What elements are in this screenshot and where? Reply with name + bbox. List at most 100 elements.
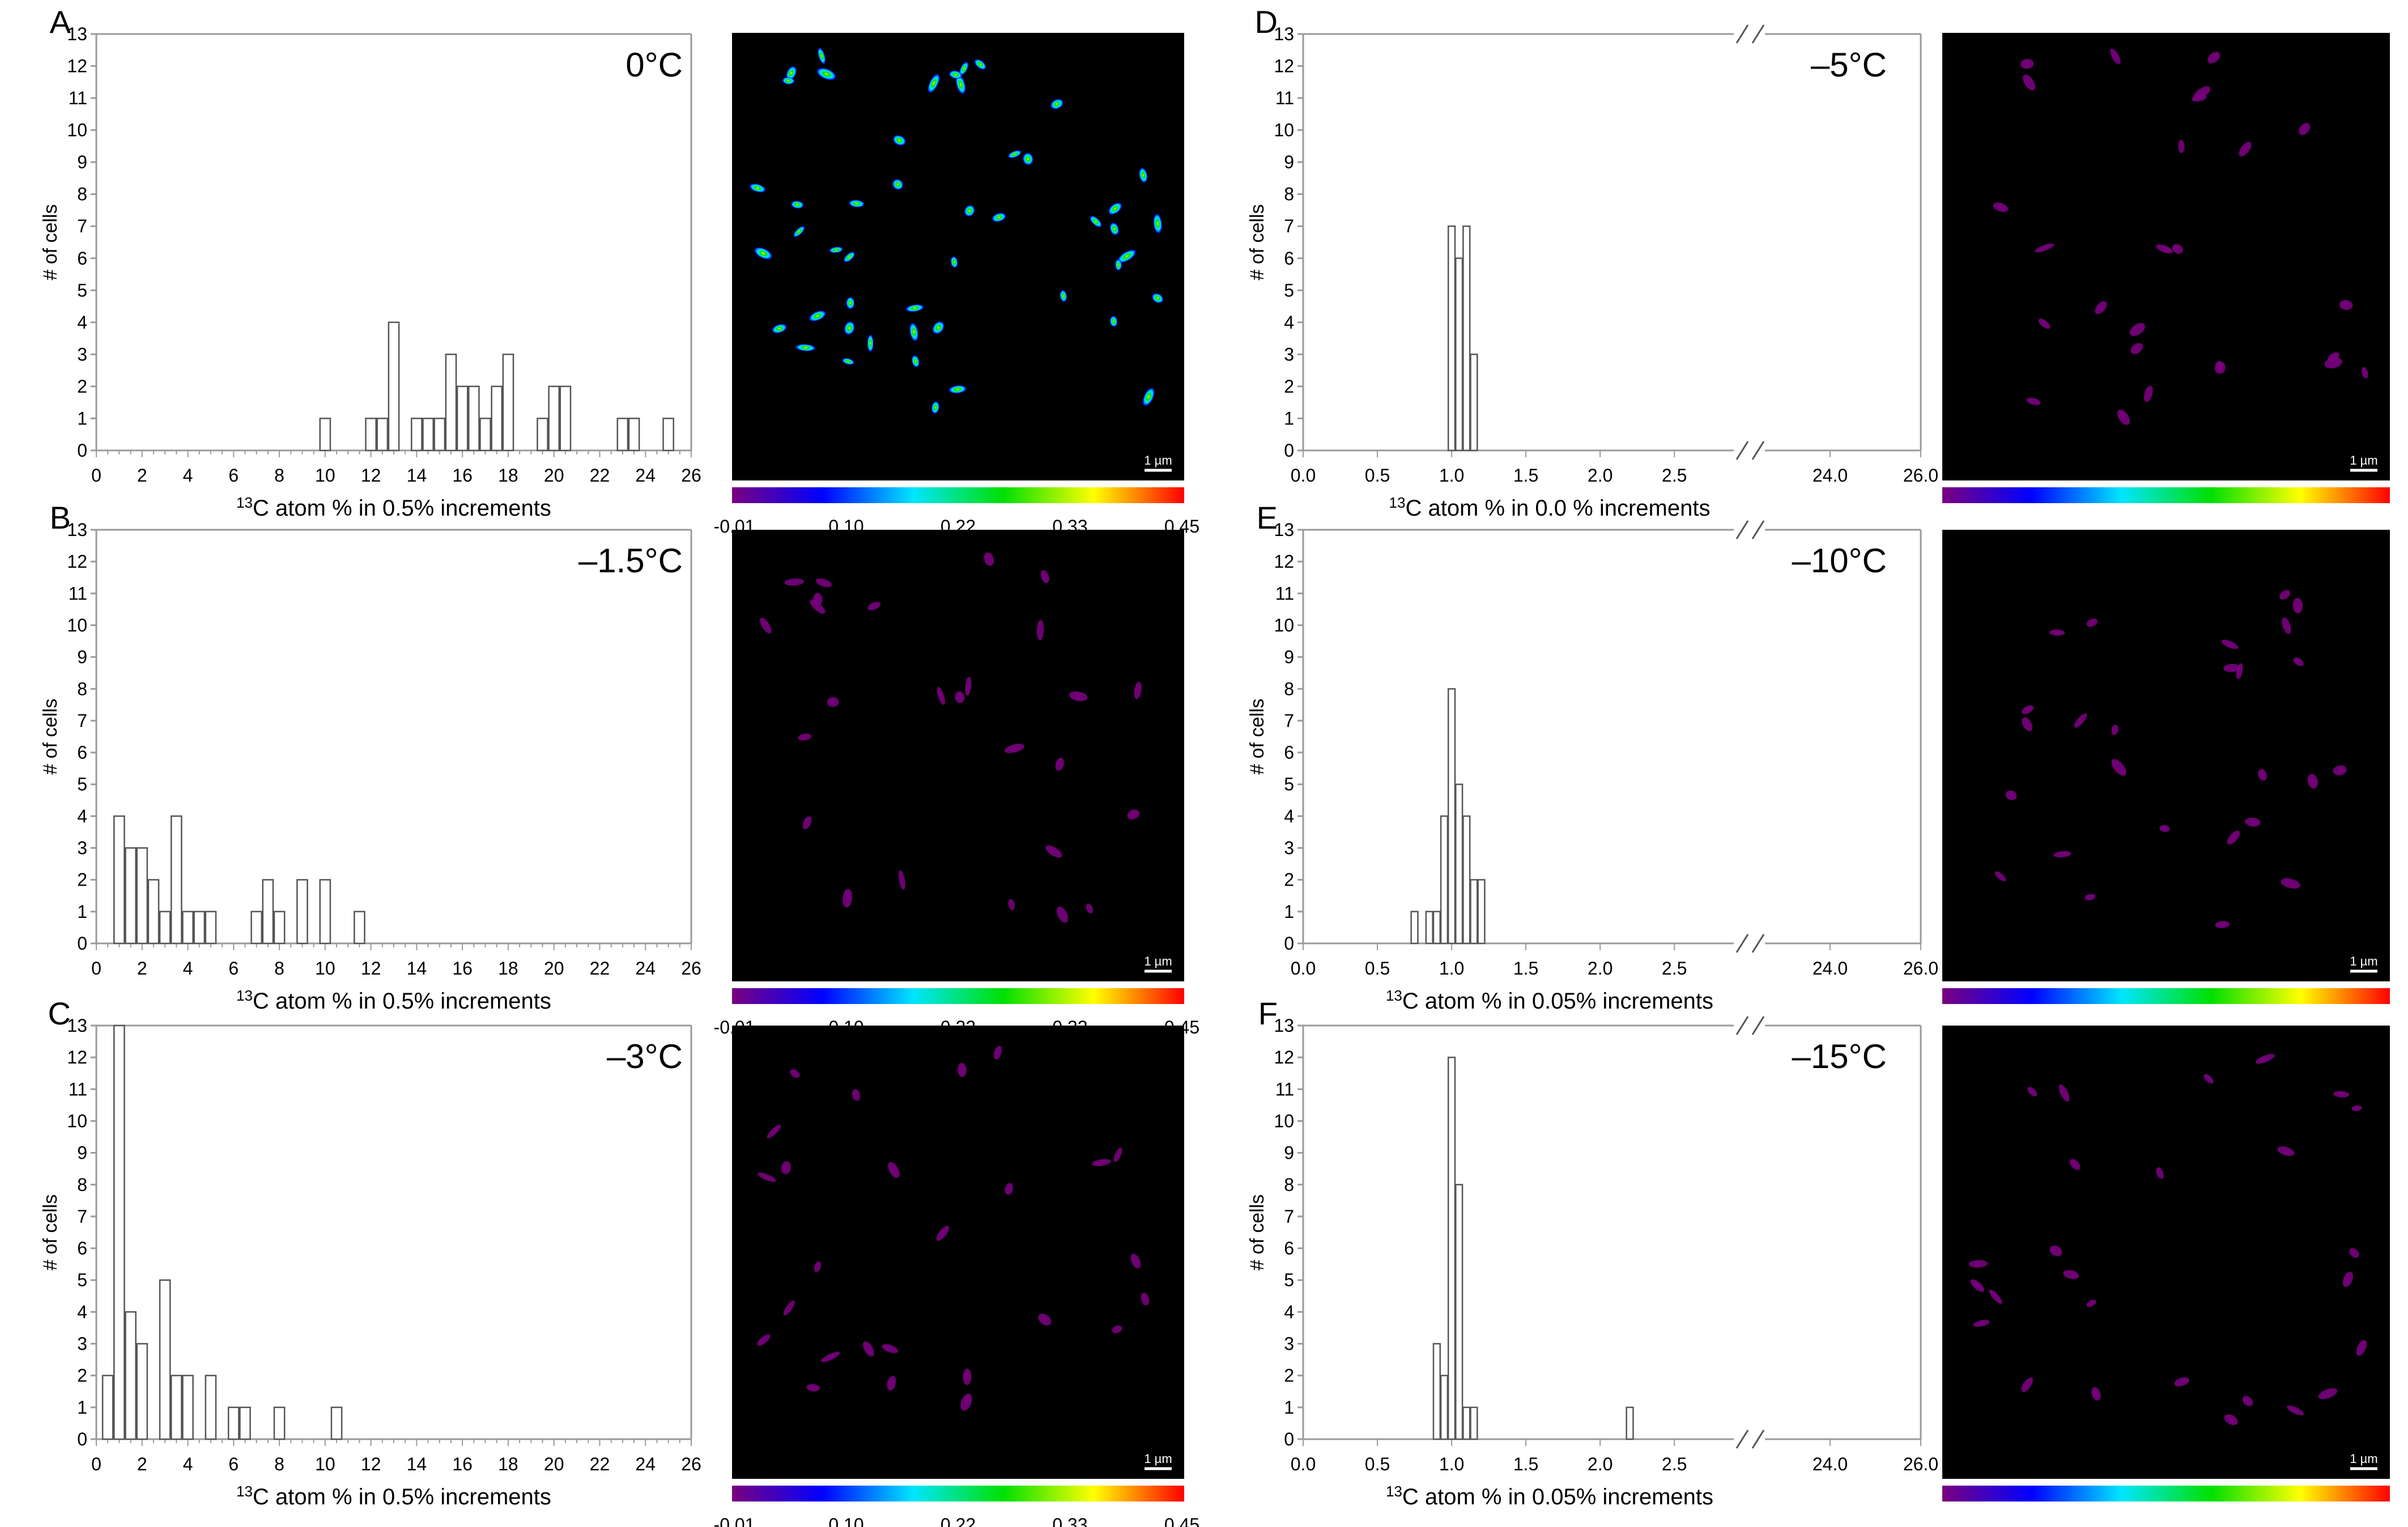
temperature-label: –5°C xyxy=(1811,46,1887,84)
y-tick-label: 13 xyxy=(67,1015,87,1036)
histogram-bar xyxy=(433,418,446,452)
cell xyxy=(852,1089,860,1101)
cell xyxy=(758,1172,776,1182)
y-tick-label: 13 xyxy=(67,520,87,540)
cell xyxy=(965,677,972,696)
x-tick-label: 18 xyxy=(498,465,518,486)
cell xyxy=(2242,1396,2253,1406)
x-tick-label: 4 xyxy=(183,1454,193,1474)
y-tick-label: 0 xyxy=(1284,1429,1294,1449)
x-axis-label-text: C atom % in 0.5% increments xyxy=(253,1485,551,1509)
cell xyxy=(2307,774,2318,789)
image-background xyxy=(732,530,1184,981)
histogram-bar xyxy=(1470,879,1478,945)
cell xyxy=(2349,1248,2359,1258)
cell xyxy=(955,691,965,703)
y-tick-label: 12 xyxy=(67,1047,87,1067)
y-tick-label: 9 xyxy=(1284,1143,1294,1163)
x-tick-label: 24 xyxy=(635,958,656,979)
colorbar xyxy=(732,988,1184,1004)
y-tick-label: 4 xyxy=(1284,806,1294,826)
y-tick-label: 13 xyxy=(1274,1015,1294,1036)
panel-letter: C xyxy=(48,996,71,1031)
cell xyxy=(782,77,795,84)
scale-bar-label: 1 µm xyxy=(2350,453,2377,467)
histogram-bar xyxy=(1462,225,1471,452)
cell xyxy=(2022,705,2034,714)
x-tick-label: 22 xyxy=(590,465,610,486)
nanosims-image-d: 1 µm xyxy=(1942,33,2390,503)
x-tick-label: 12 xyxy=(361,465,381,486)
histogram-bar xyxy=(1462,1406,1471,1440)
panel-letter: D xyxy=(1255,4,1278,40)
cell xyxy=(906,304,924,312)
x-tick-label: 10 xyxy=(315,958,335,979)
x-tick-label: 0 xyxy=(91,958,101,979)
cell xyxy=(1115,259,1122,271)
colorbar xyxy=(1942,988,2390,1004)
x-tick-label: 6 xyxy=(228,958,239,979)
cell xyxy=(1005,743,1024,754)
y-tick-label: 10 xyxy=(67,1111,87,1131)
cell xyxy=(1008,150,1022,158)
y-tick-label: 3 xyxy=(77,838,87,858)
histogram-bar xyxy=(262,879,274,945)
y-tick-label: 0 xyxy=(77,933,87,954)
histogram-bar xyxy=(1440,815,1449,945)
histogram-bar xyxy=(616,418,629,452)
y-tick-label: 4 xyxy=(1284,312,1294,333)
cell xyxy=(1973,1320,1990,1327)
histogram-bar xyxy=(456,385,469,452)
x-axis-label: 13C atom % in 0.05% increments xyxy=(1386,987,1713,1014)
x-tick-label: 22 xyxy=(590,1454,610,1474)
colorbar-tick-label: 0.10 xyxy=(828,1515,863,1527)
panel-letter: A xyxy=(50,4,71,40)
histogram-bar xyxy=(330,1406,343,1440)
cell xyxy=(1005,1183,1013,1195)
histogram-bar xyxy=(1432,911,1441,945)
cell xyxy=(1038,1313,1052,1326)
cell xyxy=(790,1069,800,1078)
cell xyxy=(2281,878,2300,889)
cell xyxy=(844,321,855,335)
cell xyxy=(1023,153,1033,165)
cell xyxy=(1139,168,1148,182)
axis-break-mark-top-1 xyxy=(1735,24,1749,44)
cell xyxy=(1970,1279,1985,1292)
x-tick-label: 0.0 xyxy=(1291,958,1316,979)
cell xyxy=(814,1261,822,1273)
temperature-label: –3°C xyxy=(607,1037,683,1075)
y-tick-label: 8 xyxy=(1284,184,1294,205)
cell xyxy=(2172,244,2183,254)
histogram-bar xyxy=(296,879,308,945)
y-tick-label: 2 xyxy=(1284,870,1294,890)
cell xyxy=(2215,360,2223,373)
x-tick-label: 8 xyxy=(274,958,284,979)
cell xyxy=(809,310,826,321)
histogram-bar xyxy=(1455,1184,1463,1440)
cell xyxy=(2333,1091,2349,1098)
x-tick-label: 0.5 xyxy=(1365,1454,1390,1474)
x-tick-label: 1.5 xyxy=(1513,465,1538,486)
cell xyxy=(754,247,772,260)
cell xyxy=(931,401,939,414)
x-tick-label: 20 xyxy=(544,465,564,486)
temperature-label: –15°C xyxy=(1792,1037,1887,1075)
panel-letter: E xyxy=(1257,500,1278,535)
x-tick-label: 24 xyxy=(635,1454,656,1474)
y-tick-label: 6 xyxy=(1284,1238,1294,1258)
cell xyxy=(1994,871,2006,882)
cell xyxy=(786,66,797,80)
cell xyxy=(1092,1159,1111,1167)
nanosims-image-a: 1 µm-0.01 0.10 0.22 0.33 0.45 xyxy=(714,33,1199,537)
cell xyxy=(2053,850,2071,858)
nanosims-image-b: 1 µm-0.010.100.220.330.45 xyxy=(714,530,1199,1037)
cell xyxy=(993,1045,1002,1060)
cell xyxy=(791,201,804,209)
cell xyxy=(2362,367,2368,378)
axis-break-mark-top-1 xyxy=(1735,1016,1749,1035)
cell xyxy=(949,70,963,79)
temperature-label: 0°C xyxy=(626,46,683,84)
cell xyxy=(2091,1387,2101,1401)
